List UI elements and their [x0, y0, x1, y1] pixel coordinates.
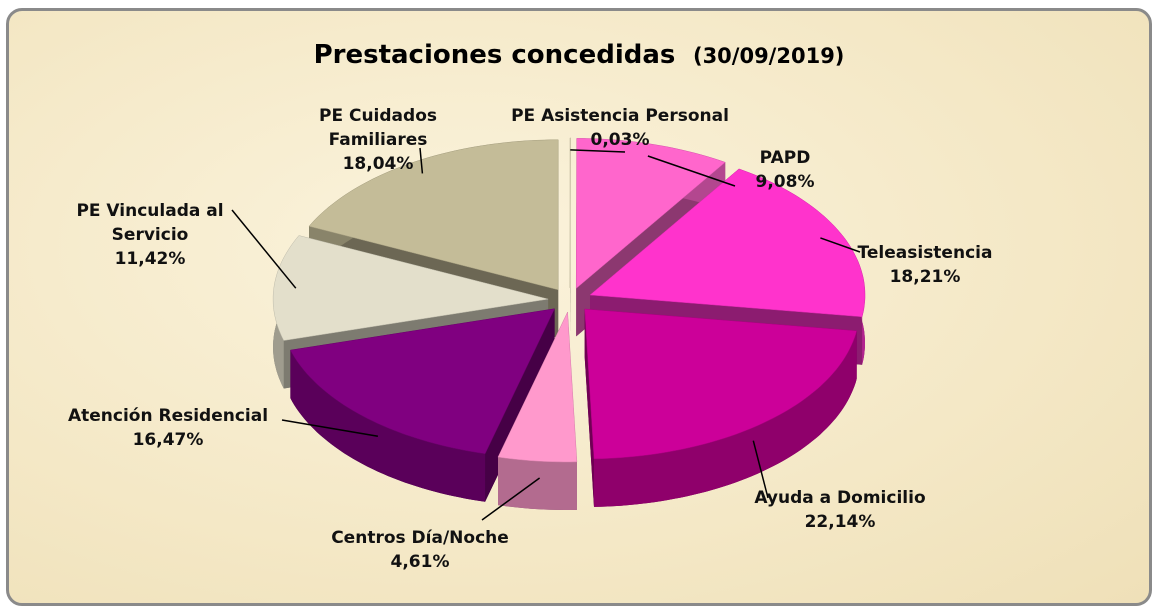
- slice-wall: [584, 309, 594, 507]
- value-label: 0,03%: [590, 130, 650, 150]
- slice: [575, 138, 726, 289]
- value-label: 11,42%: [114, 249, 186, 269]
- value-label: 18,21%: [889, 267, 961, 287]
- slice-group: [497, 311, 578, 510]
- leader-line: [481, 477, 541, 521]
- value-label: 9,08%: [755, 172, 815, 192]
- slice-label: PE Cuidados Familiares 18,04%: [319, 104, 437, 176]
- slice: [589, 168, 866, 318]
- chart-title: Prestaciones concedidas: [313, 40, 676, 70]
- slice: [272, 235, 549, 341]
- value-label: 22,14%: [804, 512, 876, 532]
- slice-group: [584, 308, 858, 507]
- value-label: 4,61%: [390, 552, 450, 572]
- category-label: PE Vinculada al Servicio: [76, 201, 224, 245]
- category-label: PE Asistencia Personal: [511, 106, 729, 126]
- slice: [569, 137, 571, 288]
- value-label: 18,04%: [342, 154, 414, 174]
- slice-label: PAPD 9,08%: [756, 146, 815, 194]
- slice: [584, 308, 858, 460]
- slice-label: PE Vinculada al Servicio 11,42%: [76, 199, 223, 271]
- slice-group: [569, 137, 571, 336]
- slice: [497, 311, 578, 463]
- category-label: Ayuda a Domicilio: [754, 488, 926, 508]
- category-label: Teleasistencia: [857, 243, 993, 263]
- slice-side: [290, 350, 486, 502]
- leader-line: [647, 155, 736, 187]
- category-label: Centros Día/Noche: [331, 528, 509, 548]
- category-label: PE Cuidados Familiares: [318, 106, 438, 150]
- slice-label: Centros Día/Noche 4,61%: [331, 526, 509, 574]
- slice-label: Teleasistencia 18,21%: [858, 241, 993, 289]
- slice-label: Ayuda a Domicilio 22,14%: [754, 486, 925, 534]
- slice: [290, 308, 556, 455]
- leader-line: [231, 209, 297, 289]
- leader-line: [419, 147, 424, 174]
- slice-side: [594, 330, 857, 507]
- chart-subtitle: (30/09/2019): [692, 44, 845, 68]
- slice-label: Atención Residencial 16,47%: [68, 404, 268, 452]
- value-label: 16,47%: [132, 430, 204, 450]
- leader-line: [820, 237, 861, 253]
- slice-side: [498, 457, 577, 510]
- slice: [308, 139, 559, 291]
- leader-line: [281, 419, 379, 437]
- leader-line: [570, 149, 626, 153]
- leader-line: [752, 440, 769, 499]
- title-block: Prestaciones concedidas (30/09/2019): [0, 40, 1158, 70]
- category-label: Atención Residencial: [67, 406, 269, 426]
- category-label: PAPD: [759, 148, 811, 168]
- slice-label: PE Asistencia Personal 0,03%: [511, 104, 729, 152]
- slice-group: [290, 308, 556, 502]
